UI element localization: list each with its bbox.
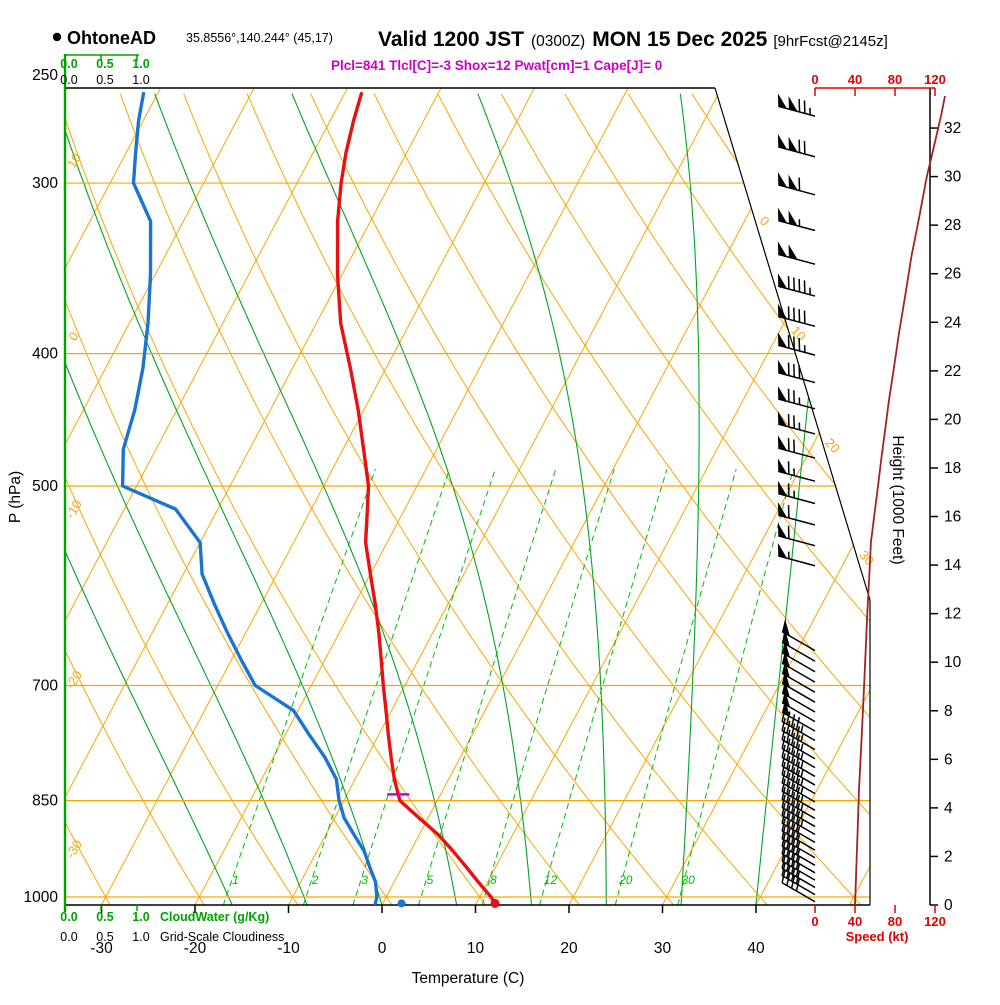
svg-text:0: 0 [811,72,818,87]
temperature-axis-label: Temperature (C) [412,970,525,987]
svg-text:16: 16 [944,509,961,526]
svg-text:28: 28 [944,217,961,234]
svg-text:3: 3 [361,873,368,887]
svg-text:0: 0 [378,940,387,957]
svg-text:1.0: 1.0 [132,57,149,71]
svg-text:80: 80 [888,72,902,87]
cloudwater-scale-label: CloudWater (g/Kg) [160,910,269,924]
svg-text:80: 80 [888,914,902,929]
svg-text:18: 18 [944,460,961,477]
svg-text:120: 120 [924,72,946,87]
speed-axis-label: Speed (kt) [846,929,909,944]
surface-dewpoint-dot [398,899,406,907]
svg-text:22: 22 [944,363,961,380]
svg-text:14: 14 [944,557,962,574]
svg-text:12: 12 [944,606,961,623]
svg-text:8: 8 [944,703,953,720]
svg-text:40: 40 [747,940,765,957]
svg-text:26: 26 [944,266,961,283]
svg-text:40: 40 [848,914,862,929]
svg-text:10: 10 [64,150,84,170]
sounding-parameters: Plcl=841 Tlcl[C]=-3 Shox=12 Pwat[cm]=1 C… [331,58,662,73]
svg-text:2: 2 [944,848,953,865]
cloudiness-scale-label: Grid-Scale Cloudiness [160,930,284,944]
svg-text:0.5: 0.5 [96,73,113,87]
height-axis-label: Height (1000 Feet) [889,435,906,564]
svg-text:32: 32 [944,120,961,137]
svg-text:20: 20 [560,940,578,957]
valid-time: Valid 1200 JST [378,28,524,51]
svg-text:0.5: 0.5 [96,930,113,944]
svg-text:0: 0 [757,213,773,229]
svg-text:850: 850 [32,793,58,810]
svg-text:40: 40 [848,72,862,87]
station-coords: 35.8556°,140.244° (45,17) [186,31,333,45]
svg-text:10: 10 [467,940,485,957]
forecast-tag: [9hrFcst@2145z] [773,33,887,50]
svg-text:24: 24 [944,314,962,331]
temperature-curve [338,94,496,904]
svg-text:1.0: 1.0 [132,930,149,944]
station-marker-dot [53,33,61,41]
svg-text:1: 1 [232,873,239,887]
svg-text:0.0: 0.0 [60,930,77,944]
svg-text:500: 500 [32,478,58,495]
svg-text:250: 250 [32,67,58,84]
pressure-axis: 250 300 400 500 700 850 1000 [24,67,59,906]
wind-barbs [778,93,815,901]
svg-text:300: 300 [32,175,58,192]
svg-text:0.0: 0.0 [60,73,77,87]
background-gridlines [0,75,1000,905]
svg-text:1000: 1000 [24,889,59,906]
chart-header: OhtoneAD 35.8556°,140.244° (45,17) Valid… [53,28,888,73]
station-name: OhtoneAD [67,28,156,48]
valid-time-z: (0300Z) [531,33,585,50]
svg-text:0.5: 0.5 [96,910,113,924]
svg-text:12: 12 [544,873,558,887]
svg-text:4: 4 [944,800,953,817]
svg-text:0.0: 0.0 [60,57,77,71]
svg-text:8: 8 [490,873,497,887]
svg-text:10: 10 [944,654,962,671]
svg-text:20: 20 [944,411,962,428]
svg-text:5: 5 [427,873,434,887]
pressure-gridlines [65,75,870,897]
svg-text:6: 6 [944,751,953,768]
svg-text:1.0: 1.0 [132,910,149,924]
surface-temp-dot [491,899,500,908]
pressure-axis-label: P (hPa) [7,471,24,523]
svg-text:30: 30 [654,940,672,957]
sounding-profiles [123,94,495,904]
svg-text:0: 0 [944,897,953,914]
valid-time-line: Valid 1200 JST (0300Z) MON 15 Dec 2025 [9hr… [378,28,888,51]
svg-text:1.0: 1.0 [132,73,149,87]
svg-text:700: 700 [32,677,58,694]
svg-text:20: 20 [618,873,633,887]
svg-text:30: 30 [944,169,962,186]
valid-date: MON 15 Dec 2025 [592,28,767,51]
svg-text:400: 400 [32,346,58,363]
svg-text:30: 30 [681,873,695,887]
svg-text:120: 120 [924,914,946,929]
svg-text:2: 2 [311,873,319,887]
svg-text:0.0: 0.0 [60,910,77,924]
svg-text:0: 0 [811,914,818,929]
mixing-ratio-lines [223,469,793,905]
svg-text:0: 0 [65,329,82,343]
svg-text:0.5: 0.5 [96,57,113,71]
